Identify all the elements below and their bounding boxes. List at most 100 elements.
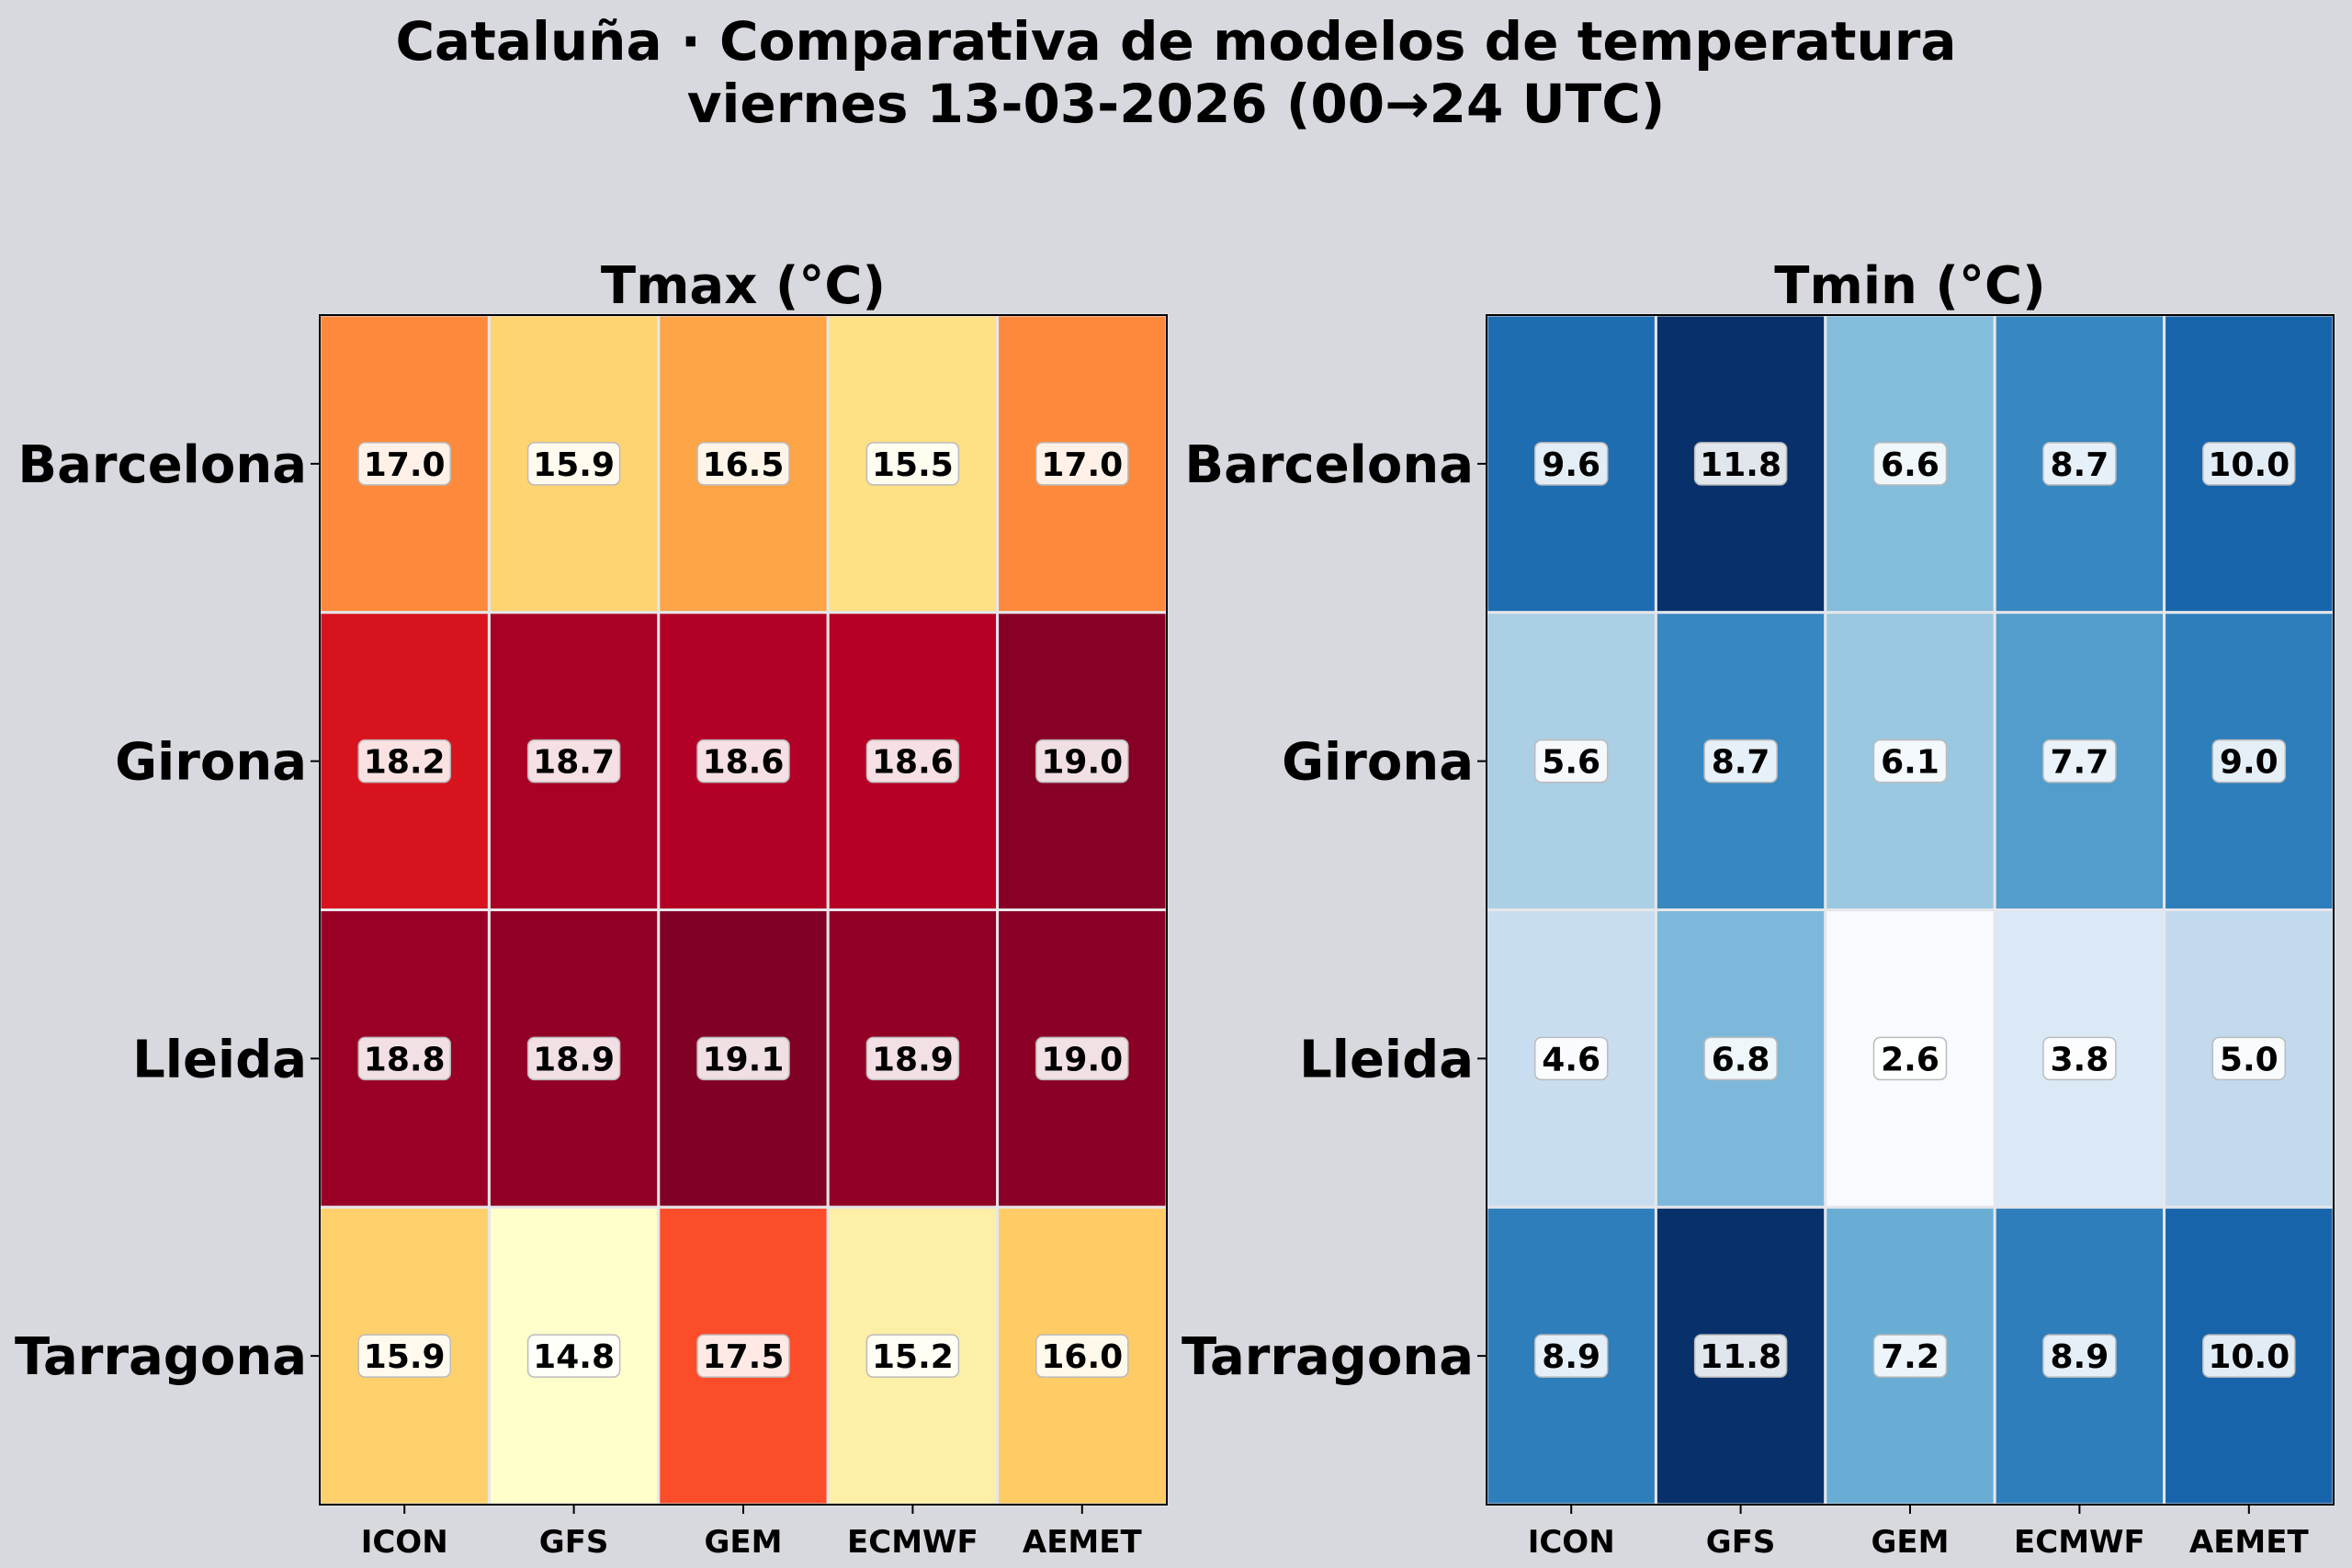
y-tick-label: Girona — [1282, 733, 1474, 793]
value-label: 17.0 — [1041, 446, 1123, 484]
value-label-box — [526, 739, 621, 784]
y-tick-label: Barcelona — [17, 435, 307, 495]
value-label-box — [1693, 442, 1788, 486]
y-tick-label: Barcelona — [1184, 435, 1474, 495]
x-tick-label: GEM — [1871, 1524, 1950, 1561]
value-label: 6.8 — [1712, 1041, 1770, 1078]
tmax-c-title: Tmax (°C) — [601, 256, 886, 316]
x-tick-label: AEMET — [2189, 1524, 2310, 1561]
tmin-heatmap-panel: Tmin (°C) 9.6 11.8 6.6 8.7 10.0 5.6 8.7 6.1 7.7 9.… — [1182, 256, 2335, 1561]
value-label: 18.9 — [533, 1041, 615, 1078]
value-label: 17.0 — [364, 446, 446, 484]
value-label: 8.9 — [2051, 1338, 2109, 1376]
x-tick-label: GFS — [1706, 1524, 1776, 1561]
value-label: 15.9 — [364, 1338, 446, 1376]
value-label-box — [526, 1036, 621, 1081]
x-tick-label: ECMWF — [2014, 1524, 2145, 1561]
x-tick-label: GFS — [539, 1524, 609, 1561]
value-label: 6.6 — [1881, 446, 1939, 484]
value-label-box — [865, 739, 960, 784]
value-label-box — [1533, 739, 1609, 784]
value-label-box — [696, 1334, 790, 1378]
value-label: 18.2 — [364, 744, 446, 782]
y-tick-label: Girona — [115, 733, 307, 793]
value-label-box — [1533, 1334, 1609, 1378]
tmin-c-title: Tmin (°C) — [1774, 256, 2045, 316]
value-label: 19.0 — [1041, 1041, 1123, 1078]
value-label-box — [1693, 1334, 1788, 1378]
value-label: 18.9 — [872, 1041, 954, 1078]
value-label: 10.0 — [2208, 1338, 2290, 1376]
value-label-box — [1872, 739, 1948, 784]
value-label-box — [696, 739, 790, 784]
y-tick-label: Lleida — [132, 1030, 307, 1089]
value-label-box — [1703, 1036, 1778, 1081]
value-label-box — [2042, 442, 2117, 486]
x-tick-label: ECMWF — [847, 1524, 978, 1561]
value-label-box — [1035, 442, 1129, 486]
heatmap-cell — [657, 611, 830, 911]
heatmap-cell — [826, 908, 1000, 1209]
value-label: 9.6 — [1542, 446, 1600, 484]
value-label-box — [1035, 1334, 1129, 1378]
x-tick-label: ICON — [1528, 1524, 1615, 1561]
value-label-box — [526, 442, 621, 486]
value-label-box — [865, 1334, 960, 1378]
figure-title-line1: Cataluña · Comparativa de modelos de tem… — [395, 10, 1956, 73]
value-label: 8.7 — [2051, 446, 2109, 484]
value-label-box — [2202, 1334, 2296, 1378]
value-label: 17.5 — [703, 1338, 785, 1376]
value-label-box — [1035, 1036, 1129, 1081]
value-label: 15.5 — [872, 446, 954, 484]
value-label: 19.1 — [703, 1041, 785, 1078]
value-label-box — [1533, 1036, 1609, 1081]
value-label: 16.5 — [703, 446, 785, 484]
value-label-box — [2042, 1036, 2117, 1081]
value-label-box — [2211, 739, 2287, 784]
value-label: 11.8 — [1700, 1338, 1781, 1376]
value-label-box — [865, 1036, 960, 1081]
value-label-box — [357, 1036, 451, 1081]
value-label: 15.2 — [872, 1338, 954, 1376]
value-label-box — [357, 1334, 451, 1378]
value-label-box — [357, 442, 451, 486]
value-label: 15.9 — [533, 446, 615, 484]
value-label: 8.9 — [1542, 1338, 1600, 1376]
value-label: 5.0 — [2220, 1041, 2278, 1078]
value-label: 14.8 — [533, 1338, 615, 1376]
value-label-box — [526, 1334, 621, 1378]
x-tick-label: AEMET — [1023, 1524, 1143, 1561]
value-label: 5.6 — [1542, 744, 1600, 782]
value-label: 16.0 — [1041, 1338, 1123, 1376]
value-label-box — [865, 442, 960, 486]
value-label-box — [2202, 442, 2296, 486]
value-label-box — [1872, 1036, 1948, 1081]
value-label-box — [2042, 1334, 2117, 1378]
value-label-box — [1872, 442, 1948, 486]
value-label: 7.7 — [2051, 744, 2109, 782]
value-label: 18.7 — [533, 744, 615, 782]
value-label: 11.8 — [1700, 446, 1781, 484]
value-label: 7.2 — [1881, 1338, 1939, 1376]
value-label-box — [696, 442, 790, 486]
value-label: 18.6 — [872, 744, 954, 782]
y-tick-label: Tarragona — [15, 1327, 307, 1387]
value-label-box — [1872, 1334, 1948, 1378]
figure-title-line2: viernes 13-03-2026 (00→24 UTC) — [687, 73, 1666, 135]
value-label-box — [2211, 1036, 2287, 1081]
x-tick-label: GEM — [705, 1524, 783, 1561]
value-label-box — [1703, 739, 1778, 784]
value-label: 9.0 — [2220, 744, 2278, 782]
x-tick-label: ICON — [361, 1524, 448, 1561]
value-label-box — [1035, 739, 1129, 784]
y-tick-label: Tarragona — [1182, 1327, 1474, 1387]
value-label: 4.6 — [1542, 1041, 1600, 1078]
value-label-box — [1533, 442, 1609, 486]
value-label: 10.0 — [2208, 446, 2290, 484]
value-label: 18.6 — [703, 744, 785, 782]
value-label: 6.1 — [1881, 744, 1939, 782]
value-label: 8.7 — [1712, 744, 1770, 782]
tmax-heatmap-panel: Tmax (°C) 17.0 15.9 16.5 15.5 17.0 18.2 18.7 18.… — [15, 256, 1169, 1561]
